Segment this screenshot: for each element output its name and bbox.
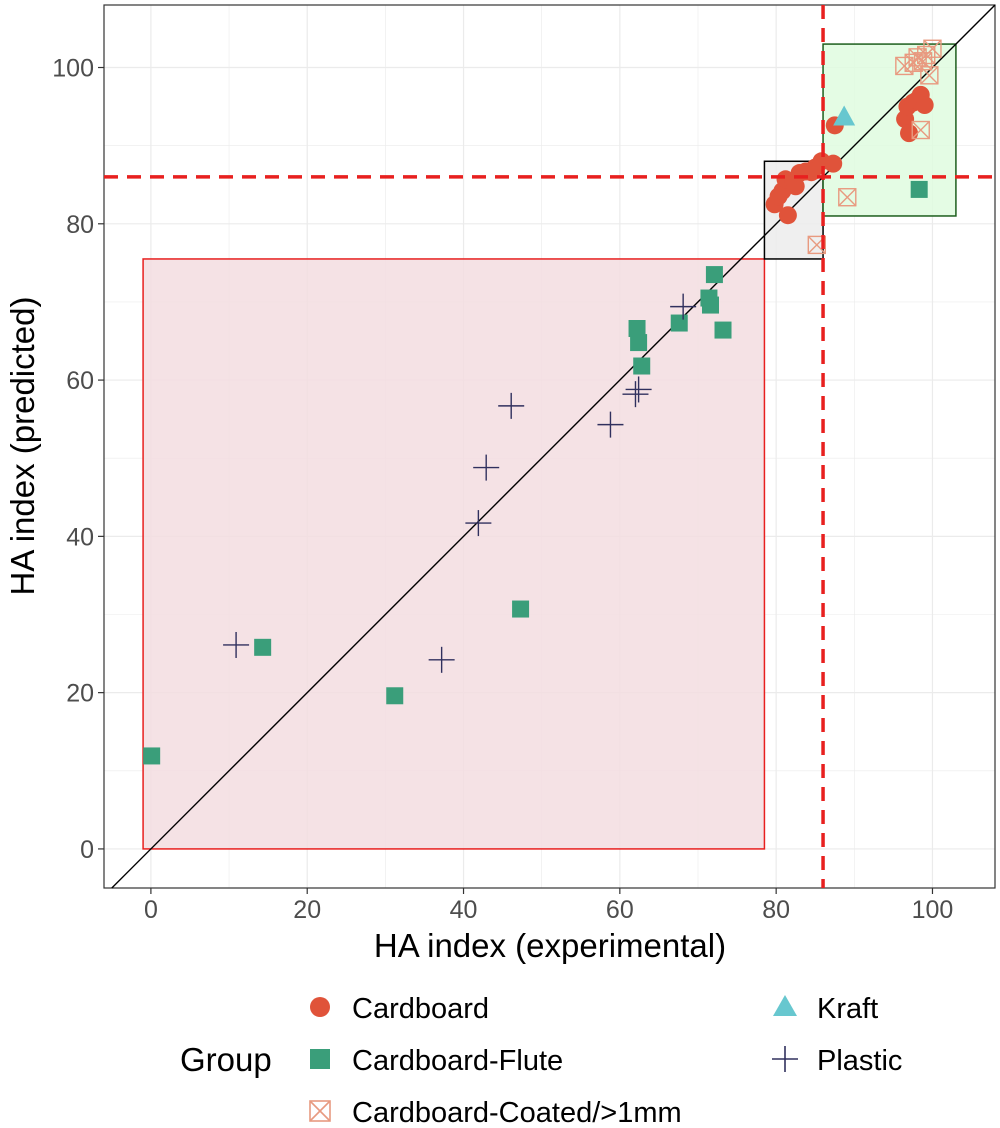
point-plastic bbox=[670, 293, 697, 320]
point-cardboard-flute bbox=[628, 320, 646, 338]
cross-b bbox=[923, 39, 942, 58]
point-cardboard-flute bbox=[633, 357, 651, 375]
legend-item-cardboard-flute: Cardboard-Flute bbox=[310, 1045, 563, 1077]
point-plastic bbox=[465, 510, 492, 537]
cross-b bbox=[914, 52, 933, 71]
box bbox=[911, 120, 930, 140]
panel-border bbox=[103, 4, 996, 889]
point-cardboard-flute bbox=[254, 638, 272, 656]
box bbox=[923, 39, 942, 58]
axes: 0 20 40 60 80 100 0 20 40 60 80 100 bbox=[52, 55, 953, 924]
regions bbox=[142, 43, 957, 850]
box bbox=[920, 66, 939, 85]
y-tick-label: 20 bbox=[66, 680, 94, 708]
region-high bbox=[822, 43, 957, 217]
legend-item-cardboard: Cardboard bbox=[310, 993, 489, 1025]
point-cardboard-coated-1mm bbox=[920, 66, 939, 85]
plot-panel bbox=[103, 4, 996, 889]
y-tick-label: 100 bbox=[52, 55, 94, 83]
legend-label-cardboard: Cardboard bbox=[352, 993, 489, 1025]
y-axis-title: HA index (predicted) bbox=[4, 297, 41, 596]
legend-item-kraft: Kraft bbox=[773, 993, 878, 1025]
threshold-lines bbox=[104, 5, 995, 888]
point-cardboard-flute bbox=[705, 266, 723, 284]
point-cardboard-coated-1mm bbox=[838, 188, 857, 207]
data-points bbox=[143, 39, 942, 765]
point-plastic bbox=[597, 411, 624, 438]
point-plastic bbox=[625, 376, 652, 403]
point-cardboard-flute bbox=[630, 334, 648, 352]
point-plastic bbox=[622, 381, 649, 408]
legend-item-plastic: Plastic bbox=[772, 1045, 902, 1077]
identity-line bbox=[111, 4, 996, 889]
cross-b bbox=[895, 56, 914, 75]
point-kraft bbox=[833, 105, 856, 126]
point-plastic bbox=[428, 646, 455, 673]
legend-label-cardboard-coated: Cardboard-Coated/>1mm bbox=[352, 1097, 682, 1128]
y-tick-label: 40 bbox=[66, 523, 94, 551]
legend-key-kraft bbox=[773, 995, 797, 1016]
point-cardboard-flute bbox=[714, 321, 732, 339]
cross-b bbox=[911, 121, 930, 140]
box bbox=[838, 188, 857, 207]
box bbox=[807, 235, 826, 255]
region-low bbox=[142, 258, 766, 850]
point-cardboard-coated-1mm bbox=[923, 39, 942, 58]
point-cardboard-flute bbox=[143, 747, 161, 765]
box bbox=[917, 45, 936, 65]
identity-line-y-equals-x bbox=[111, 4, 996, 889]
point-cardboard-flute bbox=[386, 687, 404, 705]
legend-key-cardboard bbox=[310, 997, 330, 1017]
cross-b bbox=[920, 66, 939, 85]
point-cardboard-flute bbox=[670, 314, 688, 332]
legend-label-cardboard-flute: Cardboard-Flute bbox=[352, 1045, 563, 1077]
x-tick-label: 100 bbox=[912, 896, 954, 924]
legend: Group Cardboard Cardboard-Flute Cardboar… bbox=[180, 993, 902, 1128]
point-cardboard bbox=[824, 154, 843, 173]
x-tick-label: 80 bbox=[762, 896, 790, 924]
legend-label-kraft: Kraft bbox=[817, 993, 878, 1025]
point-cardboard bbox=[778, 206, 797, 225]
point-cardboard bbox=[915, 96, 934, 115]
point-cardboard-flute bbox=[702, 296, 720, 314]
point-cardboard-coated-1mm bbox=[911, 120, 930, 140]
x-tick-label: 40 bbox=[450, 896, 478, 924]
legend-key-plastic bbox=[772, 1046, 798, 1072]
point-plastic bbox=[223, 631, 250, 658]
x-tick-label: 20 bbox=[293, 896, 321, 924]
x-tick-label: 60 bbox=[606, 896, 634, 924]
point-cardboard bbox=[900, 124, 919, 143]
point-cardboard-flute bbox=[512, 600, 530, 618]
x-axis-title: HA index (experimental) bbox=[374, 927, 726, 964]
y-tick-label: 60 bbox=[66, 367, 94, 395]
legend-title: Group bbox=[180, 1041, 272, 1078]
legend-item-cardboard-coated: Cardboard-Coated/>1mm bbox=[309, 1097, 682, 1128]
x-tick-label: 0 bbox=[144, 896, 158, 924]
point-cardboard-flute bbox=[910, 180, 928, 198]
legend-key-cardboard-coated bbox=[309, 1100, 331, 1122]
legend-label-plastic: Plastic bbox=[817, 1045, 902, 1077]
point-plastic bbox=[498, 392, 525, 419]
legend-key-cardboard-flute bbox=[310, 1049, 330, 1069]
y-tick-label: 80 bbox=[66, 211, 94, 239]
y-tick-label: 0 bbox=[80, 836, 94, 864]
cross-b bbox=[838, 188, 857, 207]
point-plastic bbox=[473, 454, 500, 481]
